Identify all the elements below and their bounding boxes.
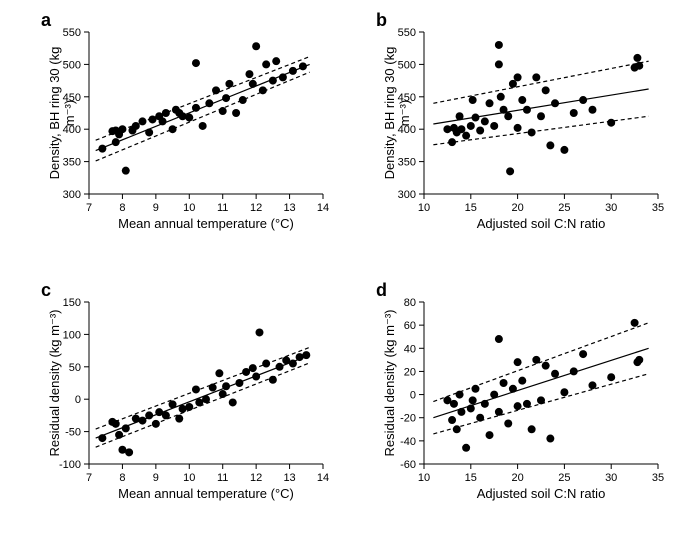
xtick-label: 20 [511, 472, 523, 484]
plot-a: 7891011121314300350400450500550 [35, 10, 335, 240]
xtick-label: 15 [465, 472, 477, 484]
xtick-label: 9 [153, 472, 159, 484]
xtick-label: 7 [86, 202, 92, 214]
xtick-label: 8 [119, 202, 125, 214]
panel-label-b: b [376, 10, 387, 31]
xtick-label: 25 [558, 472, 570, 484]
xtick-label: 30 [605, 202, 617, 214]
ytick-label: 50 [69, 362, 81, 374]
ylabel-c: Residual density (kg m⁻³) [47, 302, 63, 464]
xtick-label: 12 [250, 472, 262, 484]
xtick-label: 11 [217, 202, 228, 214]
xlabel-d: Adjusted soil C:N ratio [424, 486, 658, 501]
xtick-label: 30 [605, 472, 617, 484]
ytick-label: 0 [75, 394, 81, 406]
ytick-label: 20 [404, 366, 416, 378]
plot-d: 10 15 20 25 30 35 -60 -40 -20 0 20 40 60 80 [370, 280, 670, 510]
ylabel-a: Density, BH ring 30 (kg m⁻³) [47, 32, 78, 194]
figure-root: a7891011121314300350400450500550Mean ann… [0, 0, 685, 536]
xtick-label: 13 [283, 202, 295, 214]
xtick-label: 10 [418, 472, 430, 484]
ylabel-d: Residual density (kg m⁻³) [382, 302, 398, 464]
xtick-label: 10 [418, 202, 430, 214]
panel-b: b101520253035300350400450500550Adjusted … [370, 10, 670, 240]
xlabel-b: Adjusted soil C:N ratio [424, 216, 658, 231]
xtick-label: 35 [652, 202, 664, 214]
panel-label-a: a [41, 10, 51, 31]
ytick-label: -60 [400, 459, 416, 471]
xtick-label: 14 [317, 472, 329, 484]
xtick-label: 25 [558, 202, 570, 214]
panel-c: c7891011121314-100-50050100150Mean annua… [35, 280, 335, 510]
panel-d: d 10 15 20 25 30 35 -60 -40 -20 0 20 40 60 80 Adjusted … [370, 280, 670, 510]
xtick-label: 10 [183, 472, 195, 484]
xtick-label: 10 [183, 202, 195, 214]
xtick-label: 14 [317, 202, 329, 214]
xtick-label: 11 [217, 472, 228, 484]
xlabel-c: Mean annual temperature (°C) [89, 486, 323, 501]
ytick-label: 60 [404, 320, 416, 332]
xtick-label: 9 [153, 202, 159, 214]
ytick-label: 80 [404, 297, 416, 309]
xtick-label: 12 [250, 202, 262, 214]
panel-label-c: c [41, 280, 51, 301]
xtick-label: 20 [511, 202, 523, 214]
ytick-label: -50 [65, 427, 81, 439]
xtick-label: 35 [652, 472, 664, 484]
plot-b: 101520253035300350400450500550 [370, 10, 670, 240]
xtick-label: 15 [465, 202, 477, 214]
ytick-label: 40 [404, 343, 416, 355]
ytick-label: -20 [400, 413, 416, 425]
ytick-label: -40 [400, 436, 416, 448]
xtick-label: 7 [86, 472, 92, 484]
ytick-label: 100 [63, 329, 81, 341]
ytick-label: 0 [410, 390, 416, 402]
panel-a: a7891011121314300350400450500550Mean ann… [35, 10, 335, 240]
panel-label-d: d [376, 280, 387, 301]
ylabel-b: Density, BH ring 30 (kg m⁻³) [382, 32, 413, 194]
xtick-label: 8 [119, 472, 125, 484]
plot-c: 7891011121314-100-50050100150 [35, 280, 335, 510]
ytick-label: 150 [63, 297, 81, 309]
xlabel-a: Mean annual temperature (°C) [89, 216, 323, 231]
xtick-label: 13 [283, 472, 295, 484]
